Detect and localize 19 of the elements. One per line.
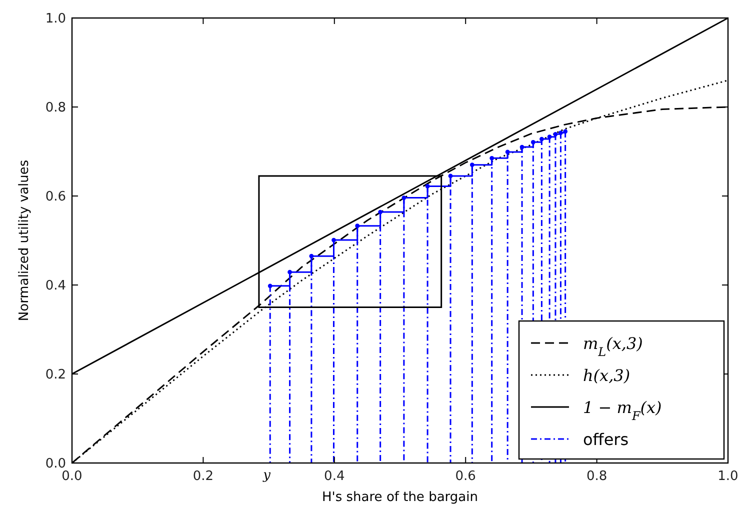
x-tick-label: 0.2	[192, 469, 214, 484]
x-tick-label: 0.8	[586, 469, 608, 484]
y-tick-label: 0.8	[45, 100, 66, 116]
y-axis-title: Normalized utility values	[17, 160, 32, 322]
x-tick-label: 0.6	[455, 469, 476, 484]
text: y	[262, 468, 272, 483]
x-tick-label: 0.0	[62, 469, 82, 484]
y-tick-label: 0.4	[45, 278, 66, 294]
y-tick-label: 0.2	[45, 368, 66, 382]
legend-label: m$_{L}$(x,3)	[583, 334, 643, 359]
x-axis-title: H's share of the bargain	[322, 490, 478, 505]
legend-label: 1 − m$_{F}$(x)	[583, 398, 662, 423]
x-tick-label: 0.4	[324, 469, 345, 484]
x-tick-label: 1.0	[718, 469, 738, 484]
legend-label: h(x,3)	[583, 366, 630, 385]
legend-label: offers	[583, 430, 629, 449]
y-tick-label: 1.0	[45, 12, 66, 26]
y-tick-label: 0.0	[45, 456, 66, 472]
y-tick-label: 0.6	[45, 190, 66, 204]
